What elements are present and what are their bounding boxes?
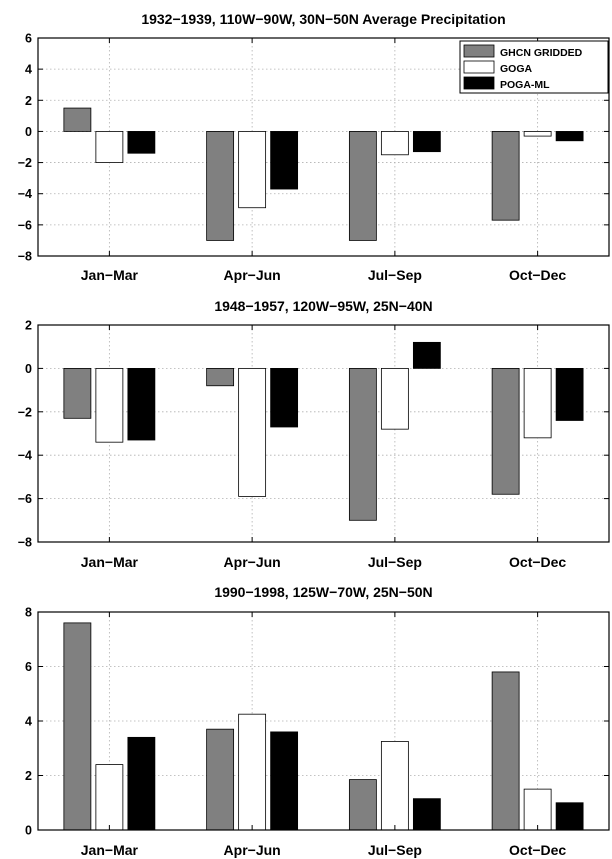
category-label: Apr−Jun: [224, 842, 281, 858]
plot-area: [38, 325, 609, 542]
bar-poga-ml-2: [270, 731, 299, 831]
bar-goga-3: [380, 131, 409, 156]
bar-ghcn-gridded-1: [63, 367, 92, 419]
y-tick-label: 2: [25, 94, 32, 108]
y-tick-label: −2: [18, 156, 32, 170]
y-tick-label: 6: [25, 660, 32, 674]
category-label: Jul−Sep: [368, 842, 422, 858]
y-tick-label: 2: [25, 319, 32, 333]
y-tick-label: −6: [18, 492, 32, 506]
chart-title: 1990−1998, 125W−70W, 25N−50N: [214, 584, 432, 600]
bar-goga-1: [95, 367, 124, 443]
bar-goga-4: [523, 367, 552, 439]
y-tick-label: 0: [25, 362, 32, 376]
category-label: Apr−Jun: [224, 554, 281, 570]
y-tick-label: 6: [25, 32, 32, 46]
bar-goga-3: [380, 367, 409, 430]
category-label: Jul−Sep: [368, 554, 422, 570]
y-tick-label: 0: [25, 824, 32, 838]
bar-ghcn-gridded-3: [348, 779, 377, 831]
bar-ghcn-gridded-2: [206, 728, 235, 831]
chart-title: 1948−1957, 120W−95W, 25N−40N: [214, 298, 432, 314]
bar-ghcn-gridded-2: [206, 367, 235, 387]
bar-ghcn-gridded-1: [63, 622, 92, 831]
y-tick-label: −2: [18, 405, 32, 419]
legend-swatch: [463, 44, 495, 58]
bar-goga-2: [238, 713, 267, 831]
category-label: Jan−Mar: [81, 554, 139, 570]
bar-ghcn-gridded-3: [348, 131, 377, 241]
plot-frame: [37, 37, 610, 257]
bar-goga-2: [238, 131, 267, 209]
legend-swatch: [463, 60, 495, 74]
bar-ghcn-gridded-2: [206, 131, 235, 241]
bar-ghcn-gridded-4: [491, 367, 520, 495]
bar-ghcn-gridded-3: [348, 367, 377, 521]
bar-poga-ml-4: [555, 131, 584, 142]
chart-panel-2: −8 −6 −4 −2 0 2 Jan−Mar Apr−Jun Jul−Sep Oct−Dec 19…: [18, 298, 610, 570]
bar-poga-ml-1: [127, 367, 156, 441]
bar-goga-1: [95, 131, 124, 163]
category-label: Jan−Mar: [81, 267, 139, 283]
bar-goga-2: [238, 367, 267, 497]
y-tick-label: −6: [18, 218, 32, 232]
bar-poga-ml-4: [555, 367, 584, 421]
bar-ghcn-gridded-4: [491, 671, 520, 831]
legend-label: POGA-ML: [500, 79, 550, 91]
y-tick-label: 8: [25, 606, 32, 620]
category-label: Jan−Mar: [81, 842, 139, 858]
category-label: Oct−Dec: [509, 554, 566, 570]
bar-ghcn-gridded-4: [491, 131, 520, 221]
bar-poga-ml-3: [412, 341, 441, 369]
chart-title: 1932−1939, 110W−90W, 30N−50N Average Pre…: [141, 11, 505, 27]
bar-poga-ml-1: [127, 736, 156, 831]
bar-ghcn-gridded-1: [63, 107, 92, 132]
legend-label: GOGA: [500, 63, 533, 75]
y-tick-label: −8: [18, 536, 32, 550]
legend: GHCN GRIDDED GOGA POGA-ML: [459, 40, 609, 94]
bar-goga-1: [95, 764, 124, 831]
plot-frame: [37, 324, 610, 543]
legend-label: GHCN GRIDDED: [500, 47, 583, 59]
legend-swatch: [463, 76, 495, 90]
y-tick-label: −4: [18, 187, 32, 201]
y-tick-label: 4: [25, 63, 32, 77]
bar-goga-4: [523, 788, 552, 831]
bar-poga-ml-3: [412, 798, 441, 831]
y-tick-label: −4: [18, 449, 32, 463]
chart-panel-3: 0 2 4 6 8 Jan−Mar Apr−Jun Jul−Sep Oct−Dec 1990−19…: [25, 584, 610, 858]
chart-panel-1: −8 −6 −4 −2 0 2 4 6 Jan−Mar Apr−Jun Jul−Sep Oct−Dec…: [18, 11, 610, 283]
y-tick-label: 0: [25, 125, 32, 139]
y-tick-label: 2: [25, 769, 32, 783]
bar-poga-ml-3: [412, 131, 441, 153]
category-label: Apr−Jun: [224, 267, 281, 283]
y-tick-label: −8: [18, 250, 32, 264]
bar-poga-ml-2: [270, 131, 299, 190]
category-label: Oct−Dec: [509, 842, 566, 858]
bar-poga-ml-4: [555, 802, 584, 831]
y-tick-label: 4: [25, 715, 32, 729]
category-label: Jul−Sep: [368, 267, 422, 283]
bar-poga-ml-1: [127, 131, 156, 154]
bar-goga-4: [523, 131, 552, 137]
category-label: Oct−Dec: [509, 267, 566, 283]
bar-goga-3: [380, 741, 409, 831]
bar-poga-ml-2: [270, 367, 299, 428]
